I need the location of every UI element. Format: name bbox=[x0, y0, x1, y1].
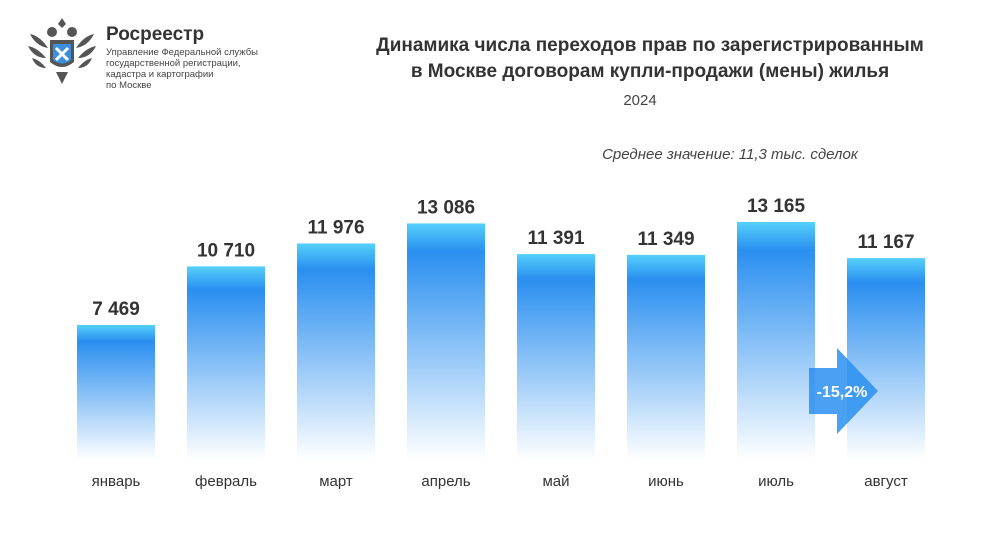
category-label: июль bbox=[758, 473, 794, 490]
bar-value-label: 13 086 bbox=[417, 197, 475, 218]
average-annotation: Среднее значение: 11,3 тыс. сделок bbox=[602, 146, 858, 163]
chart-title: Динамика числа переходов прав по зарегис… bbox=[300, 33, 1000, 85]
brand-subtitle-line: государственной регистрации, bbox=[106, 58, 241, 69]
category-label: апрель bbox=[421, 473, 470, 490]
change-arrow bbox=[809, 348, 878, 434]
brand-subtitle-line: Управление Федеральной службы bbox=[106, 47, 258, 58]
bar bbox=[77, 324, 155, 460]
bar-value-label: 11 391 bbox=[527, 228, 584, 249]
bar bbox=[297, 243, 375, 460]
category-label: январь bbox=[92, 473, 141, 490]
bar bbox=[737, 222, 815, 460]
chart-title-line: Динамика числа переходов прав по зарегис… bbox=[376, 35, 924, 56]
category-label: июнь bbox=[648, 473, 684, 490]
bar-value-label: 7 469 bbox=[92, 299, 140, 320]
chart-title-line: в Москве договорам купли-продажи (мены) … bbox=[410, 61, 890, 82]
bar-value-label: 10 710 bbox=[197, 240, 255, 261]
bar bbox=[847, 258, 925, 460]
brand-subtitle: Управление Федеральной службы государств… bbox=[106, 47, 286, 91]
rosreestr-emblem-logo bbox=[28, 18, 96, 84]
bar-value-label: 11 167 bbox=[857, 232, 914, 253]
bar-value-label: 13 165 bbox=[747, 196, 806, 217]
change-label: -15,2% bbox=[817, 384, 868, 401]
bar-value-label: 11 976 bbox=[307, 217, 364, 238]
bar-value-label: 11 349 bbox=[637, 229, 694, 250]
brand-name: Росреестр bbox=[106, 24, 205, 45]
category-label: март bbox=[319, 473, 353, 490]
category-label: май bbox=[542, 473, 569, 490]
chart-subtitle: 2024 bbox=[623, 92, 657, 109]
category-label: август bbox=[864, 473, 908, 490]
brand-subtitle-line: по Москве bbox=[106, 80, 152, 91]
bar bbox=[407, 223, 485, 460]
category-label: февраль bbox=[195, 473, 257, 490]
bar bbox=[627, 254, 705, 460]
brand-subtitle-line: кадастра и картографии bbox=[106, 69, 214, 80]
bar bbox=[517, 254, 595, 460]
bar bbox=[187, 266, 265, 460]
